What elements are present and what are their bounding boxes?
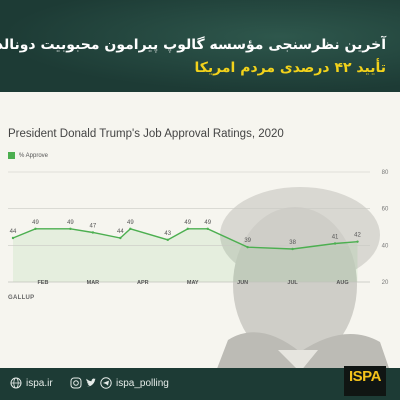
approve-point <box>119 236 122 240</box>
approve-point <box>91 231 95 234</box>
approve-data-label: 44 <box>10 229 17 235</box>
logo-text: ISPA <box>349 368 381 385</box>
approve-data-label: 49 <box>127 220 134 226</box>
approve-point <box>11 236 15 240</box>
approve-data-label: 38 <box>289 240 296 246</box>
y-tick-label-60: 60 <box>382 207 389 213</box>
twitter-icon[interactable] <box>85 377 97 389</box>
footer-website[interactable]: ispa.ir <box>26 378 53 389</box>
approve-point <box>69 227 72 231</box>
approve-point <box>34 227 37 231</box>
approve-data-label: 49 <box>67 220 74 226</box>
banner-glow <box>0 0 400 92</box>
x-tick-label-jul: JUL <box>287 280 298 286</box>
approve-point <box>129 227 132 231</box>
headline-line-2: تأیید ۴۲ درصدی مردم امریکا <box>194 60 386 76</box>
x-tick-label-mar: MAR <box>87 280 100 286</box>
x-tick-label-aug: AUG <box>336 280 348 286</box>
headline-line-1: آخرین نظرسنجی مؤسسه گالوپ پیرامون محبوبی… <box>0 37 386 53</box>
approve-data-label: 49 <box>184 220 191 226</box>
approve-data-label: 39 <box>244 238 251 244</box>
portrait-collar <box>278 350 318 372</box>
instagram-icon[interactable] <box>70 377 82 389</box>
approve-point <box>166 238 169 242</box>
x-tick-label-apr: APR <box>137 280 149 286</box>
ispa-logo: ISPA <box>344 366 386 396</box>
globe-icon <box>10 377 22 389</box>
approve-point <box>291 247 294 251</box>
chart-title: President Donald Trump's Job Approval Ra… <box>8 128 284 140</box>
portrait-face <box>233 207 357 363</box>
y-tick-label-40: 40 <box>382 243 389 249</box>
chart-source: GALLUP <box>8 295 35 301</box>
y-tick-label-20: 20 <box>382 280 389 286</box>
approve-point <box>186 227 189 231</box>
approve-point <box>206 227 209 231</box>
approve-data-label: 42 <box>354 233 361 239</box>
x-tick-label-jun: JUN <box>237 280 248 286</box>
footer-bar: ispa.ir ispa_polling <box>0 368 400 400</box>
y-tick-label-80: 80 <box>382 170 389 176</box>
approve-data-label: 49 <box>32 220 39 226</box>
approve-data-label: 44 <box>117 229 124 235</box>
approve-point <box>333 242 337 245</box>
approve-data-label: 47 <box>90 224 97 230</box>
headline-banner: آخرین نظرسنجی مؤسسه گالوپ پیرامون محبوبی… <box>0 0 400 92</box>
legend-label: % Approve <box>19 152 49 159</box>
approve-area <box>12 228 358 282</box>
approve-data-label: 49 <box>204 220 211 226</box>
approve-data-label: 41 <box>332 235 339 241</box>
chart-legend: % Approve <box>8 152 48 159</box>
approve-data-label: 43 <box>164 231 171 237</box>
x-tick-label-may: MAY <box>187 280 199 286</box>
telegram-icon[interactable] <box>100 377 112 389</box>
footer-handle[interactable]: ispa_polling <box>116 378 169 389</box>
approve-point <box>246 245 249 249</box>
x-tick-label-feb: FEB <box>37 280 48 286</box>
legend-swatch <box>8 152 15 159</box>
approve-point <box>356 240 359 243</box>
